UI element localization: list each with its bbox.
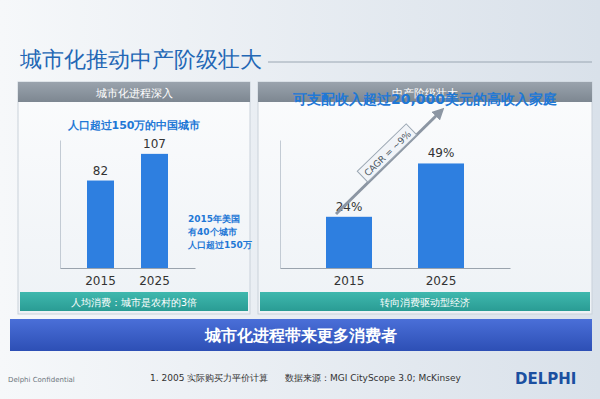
data-label: 82 — [93, 164, 108, 178]
slide-title: 城市化推动中产阶级壮大 — [19, 47, 262, 72]
bar — [87, 181, 114, 268]
data-label: 107 — [143, 137, 166, 151]
panel — [258, 82, 592, 314]
title-rule — [268, 62, 592, 63]
y-axis — [280, 141, 281, 269]
chart-subtitle: 可支配收入超过20,000美元的高收入家庭 — [292, 91, 557, 107]
bar — [326, 217, 372, 268]
bars — [87, 154, 168, 268]
source: 数据来源：MGI CityScope 3.0; McKinsey — [285, 373, 461, 383]
banner — [10, 319, 592, 351]
y-axis-line — [280, 141, 281, 269]
annotation: CAGR = ~9% — [362, 129, 413, 179]
panel-header — [18, 82, 250, 102]
growth-arrow — [336, 112, 440, 214]
panel — [18, 82, 250, 314]
note-bar — [20, 292, 248, 311]
chart-title: 城市化进程深入 — [95, 87, 173, 100]
x-tick: 2015 — [85, 268, 116, 288]
x-axis-line — [281, 268, 511, 269]
annotation: 有40个城市 — [187, 227, 237, 237]
data-label: 49% — [428, 146, 455, 160]
x-tick-label: 2015 — [334, 274, 365, 288]
bars — [326, 163, 464, 268]
x-tick-label: 2015 — [85, 274, 116, 288]
chart-subtitle: 人口超过150万的中国城市 — [67, 119, 201, 132]
annotation: 人口超过150万 — [187, 240, 252, 250]
background — [0, 0, 600, 399]
y-axis — [60, 141, 61, 269]
confidential: Delphi Confidential — [8, 376, 75, 384]
x-axis: 2015 2025 — [61, 268, 196, 288]
annotation-frame — [357, 124, 416, 182]
footnote: 1. 2005 实际购买力平价计算 — [150, 373, 268, 383]
slide-canvas: 城市化推动中产阶级壮大城市化进程深入人口超过150万的中国城市 82 107 2015… — [0, 0, 600, 399]
x-tick-label: 2025 — [426, 274, 457, 288]
annotation-box: CAGR = ~9% — [357, 124, 416, 182]
chart-note: 人均消费：城市是农村的3倍 — [71, 297, 197, 308]
x-axis-line — [61, 268, 196, 269]
y-axis-line — [60, 141, 61, 269]
x-axis: 2015 2025 — [281, 268, 511, 288]
annotation: 2015年美国 — [188, 214, 240, 224]
slide: 城市化推动中产阶级壮大城市化进程深入人口超过150万的中国城市 82 107 2015… — [0, 0, 600, 399]
banner-text: 城市化进程带来更多消费者 — [204, 326, 397, 345]
bar — [141, 154, 168, 268]
chart-1: 中产阶级壮大可支配收入超过20,000美元的高收入家庭24%49%2015202… — [258, 82, 592, 314]
chart-0: 城市化进程深入人口超过150万的中国城市 82 107 2015 2025 2015年美国… — [18, 82, 252, 314]
chart-note: 转向消费驱动型经济 — [380, 297, 470, 308]
x-tick: 2025 — [426, 268, 457, 288]
logo: DELPHI — [515, 370, 576, 388]
bar — [418, 163, 464, 268]
note-bar — [260, 292, 590, 311]
x-tick-label: 2025 — [139, 274, 170, 288]
x-tick: 2025 — [139, 268, 170, 288]
x-tick: 2015 — [334, 268, 365, 288]
